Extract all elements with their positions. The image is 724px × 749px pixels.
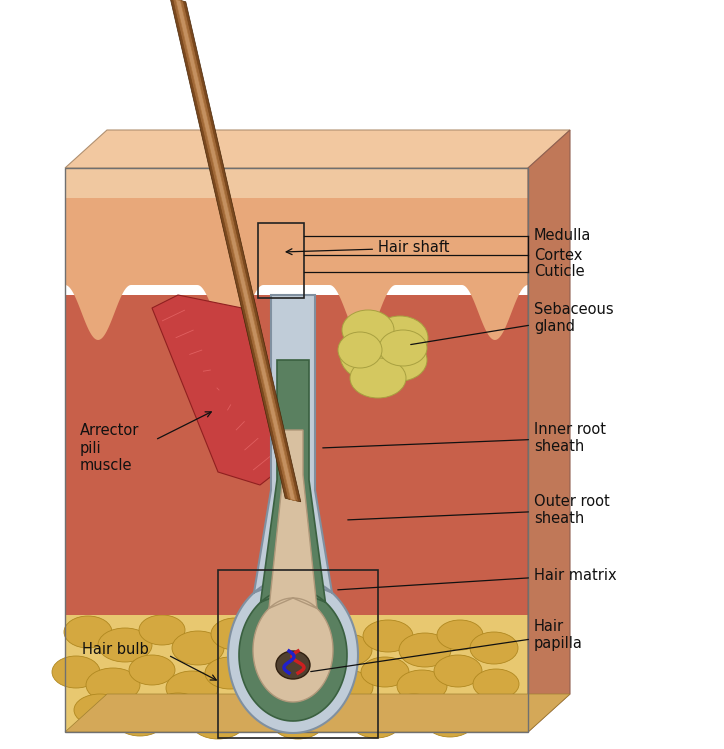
Ellipse shape	[233, 694, 283, 726]
Polygon shape	[65, 168, 528, 198]
Text: Sebaceous
gland: Sebaceous gland	[411, 302, 614, 345]
Ellipse shape	[247, 633, 297, 667]
Ellipse shape	[74, 694, 126, 726]
Text: Outer root
sheath: Outer root sheath	[348, 494, 610, 527]
Ellipse shape	[473, 669, 519, 699]
Bar	[258, 223, 304, 298]
Polygon shape	[175, 0, 295, 500]
Polygon shape	[65, 615, 528, 732]
Polygon shape	[528, 130, 570, 732]
Ellipse shape	[372, 316, 428, 360]
Ellipse shape	[361, 657, 409, 687]
Ellipse shape	[465, 695, 511, 725]
Ellipse shape	[172, 631, 224, 665]
Ellipse shape	[86, 668, 140, 702]
Ellipse shape	[388, 694, 440, 726]
Ellipse shape	[98, 628, 152, 662]
Bar	[218, 570, 378, 738]
Ellipse shape	[338, 332, 382, 368]
Ellipse shape	[399, 633, 451, 667]
Ellipse shape	[115, 704, 165, 736]
Text: Inner root
sheath: Inner root sheath	[323, 422, 606, 454]
Polygon shape	[65, 295, 528, 615]
Text: Cuticle: Cuticle	[534, 264, 584, 279]
Polygon shape	[65, 168, 528, 340]
Ellipse shape	[283, 657, 333, 689]
Ellipse shape	[64, 616, 112, 648]
Text: Hair shaft: Hair shaft	[286, 240, 450, 255]
Ellipse shape	[342, 310, 394, 350]
Ellipse shape	[470, 632, 518, 664]
Ellipse shape	[321, 670, 373, 704]
Text: Hair matrix: Hair matrix	[338, 568, 617, 589]
Ellipse shape	[139, 615, 185, 645]
Text: Arrector
pili
muscle: Arrector pili muscle	[80, 423, 140, 473]
Polygon shape	[65, 130, 570, 168]
Ellipse shape	[434, 655, 482, 687]
Ellipse shape	[129, 655, 175, 685]
Polygon shape	[65, 694, 570, 732]
Ellipse shape	[324, 634, 372, 666]
Text: Medulla: Medulla	[534, 228, 592, 243]
Ellipse shape	[379, 330, 427, 366]
Ellipse shape	[276, 651, 310, 679]
Ellipse shape	[241, 671, 295, 705]
Text: Hair
papilla: Hair papilla	[311, 619, 583, 672]
Ellipse shape	[426, 707, 474, 737]
Polygon shape	[170, 0, 300, 502]
Ellipse shape	[154, 693, 202, 723]
Ellipse shape	[363, 620, 413, 652]
Ellipse shape	[211, 618, 259, 650]
Ellipse shape	[314, 695, 362, 725]
Polygon shape	[239, 360, 347, 721]
Polygon shape	[152, 295, 282, 485]
Ellipse shape	[373, 339, 427, 381]
Text: Hair bulb: Hair bulb	[82, 643, 148, 658]
Ellipse shape	[340, 329, 404, 381]
Ellipse shape	[166, 671, 218, 705]
Ellipse shape	[191, 705, 245, 739]
Text: Cortex: Cortex	[534, 247, 582, 262]
Ellipse shape	[437, 620, 483, 650]
Ellipse shape	[351, 706, 401, 738]
Ellipse shape	[205, 657, 255, 689]
Polygon shape	[228, 295, 358, 733]
Ellipse shape	[272, 705, 324, 739]
Ellipse shape	[284, 619, 336, 651]
Ellipse shape	[350, 358, 406, 398]
Polygon shape	[172, 0, 298, 501]
Polygon shape	[253, 430, 333, 702]
Ellipse shape	[397, 670, 447, 702]
Ellipse shape	[52, 656, 100, 688]
